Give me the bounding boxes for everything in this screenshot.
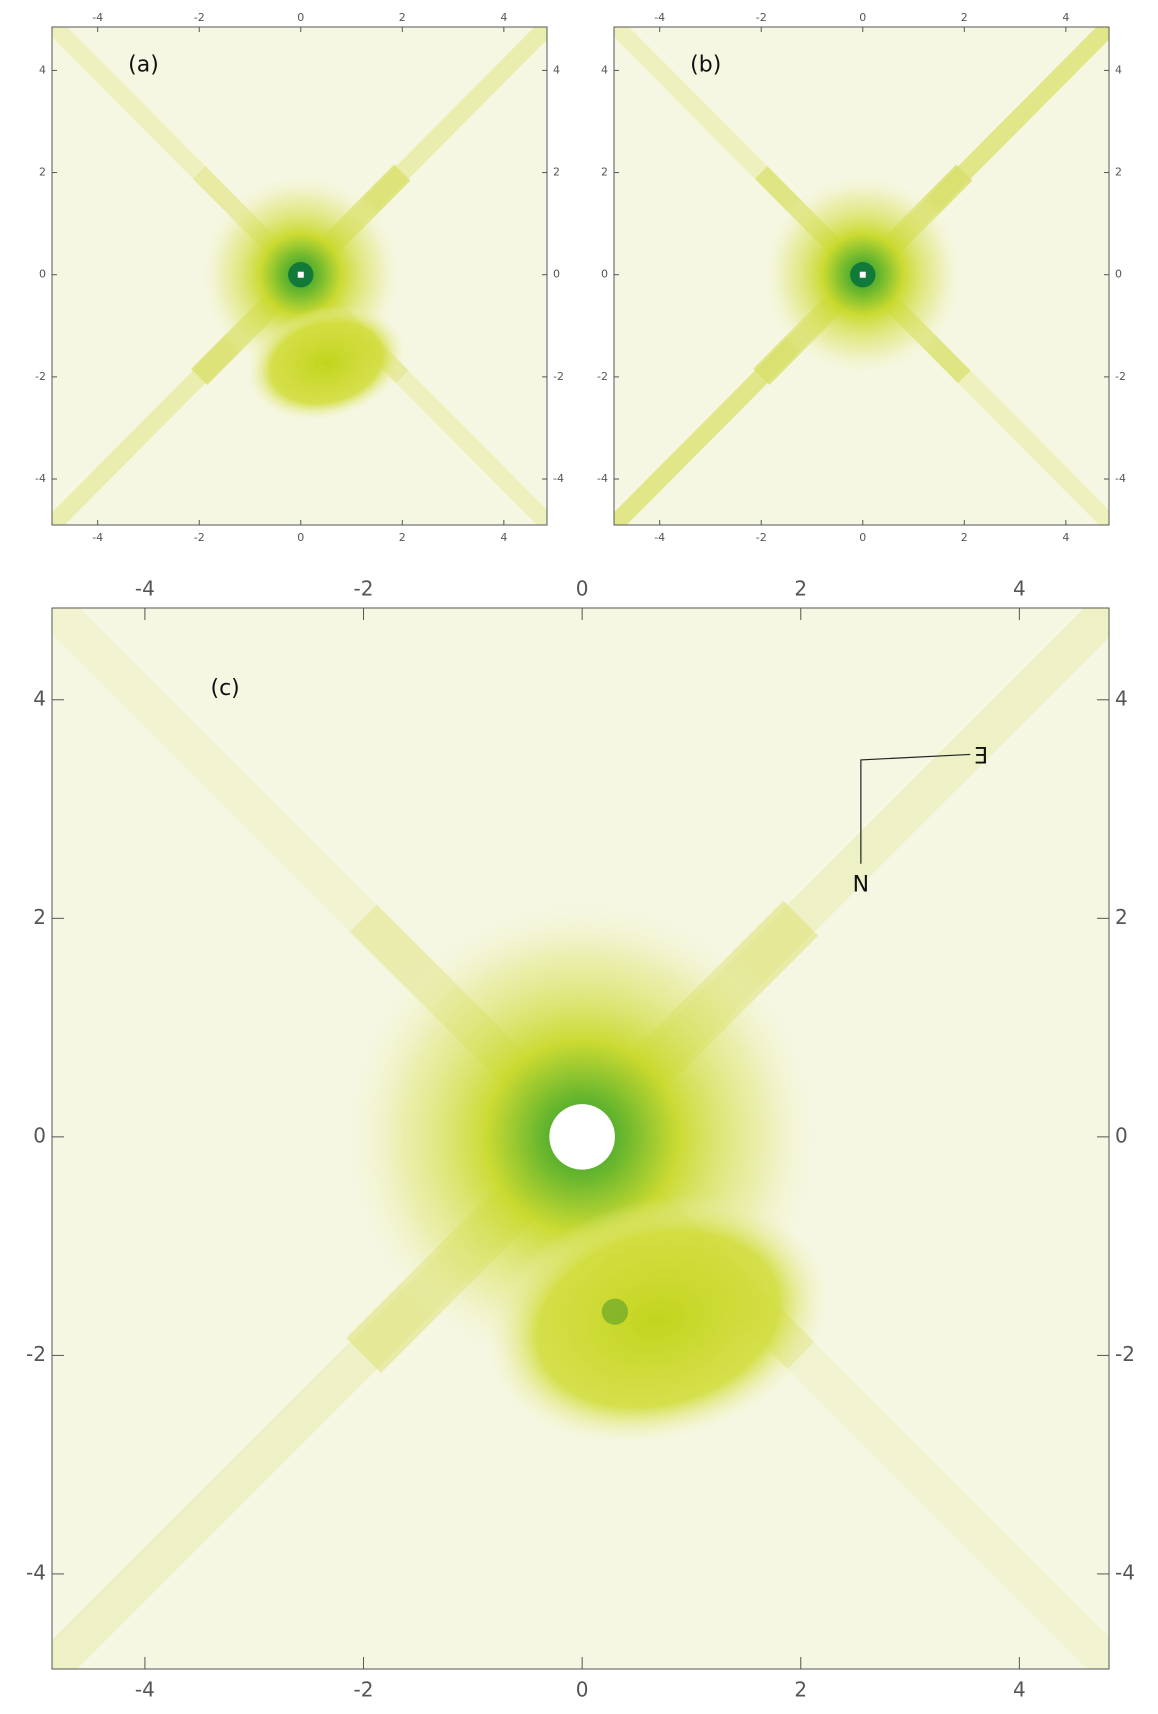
core-pixel bbox=[298, 272, 304, 278]
x-tick-label: -4 bbox=[135, 577, 155, 601]
x-tick-label: 0 bbox=[859, 11, 866, 24]
y-tick-label: -2 bbox=[597, 370, 608, 383]
x-tick-label: 0 bbox=[576, 1678, 589, 1702]
y-tick-label: -2 bbox=[1115, 1342, 1135, 1366]
y-tick-label: -4 bbox=[597, 472, 608, 485]
x-tick-label: 2 bbox=[399, 11, 406, 24]
y-tick-label: 4 bbox=[601, 63, 608, 76]
y-tick-label: -2 bbox=[553, 370, 564, 383]
y-tick-label: 2 bbox=[601, 166, 608, 179]
x-tick-label: 4 bbox=[500, 531, 507, 544]
y-tick-label: 4 bbox=[553, 63, 560, 76]
y-tick-label: 4 bbox=[39, 63, 46, 76]
x-tick-label: -2 bbox=[354, 1678, 374, 1702]
y-tick-label: 4 bbox=[1115, 63, 1122, 76]
y-tick-label: 4 bbox=[33, 686, 46, 710]
x-tick-label: 0 bbox=[297, 531, 304, 544]
x-tick-label: 0 bbox=[297, 11, 304, 24]
y-tick-label: -2 bbox=[35, 370, 46, 383]
panel-label: (b) bbox=[690, 52, 721, 77]
x-tick-label: 4 bbox=[1013, 577, 1026, 601]
y-tick-label: 2 bbox=[1115, 166, 1122, 179]
y-tick-label: -4 bbox=[553, 472, 564, 485]
x-tick-label: -4 bbox=[654, 531, 665, 544]
x-tick-label: 4 bbox=[1013, 1678, 1026, 1702]
y-tick-label: -4 bbox=[26, 1560, 46, 1584]
y-tick-label: 0 bbox=[601, 268, 608, 281]
figure: -4 -4 -2 -2 0 0 2 2 4 4 -4 -4 -2 -2 0 0 2 2 4 4 (a) -4 -4 -2 -2 0… bbox=[0, 0, 1158, 1714]
x-tick-label: -2 bbox=[194, 11, 205, 24]
x-tick-label: -2 bbox=[354, 577, 374, 601]
x-tick-label: -4 bbox=[135, 1678, 155, 1702]
y-tick-label: 2 bbox=[33, 905, 46, 929]
compass-east: E bbox=[974, 745, 988, 770]
x-tick-label: 0 bbox=[576, 577, 589, 601]
y-tick-label: 2 bbox=[553, 166, 560, 179]
x-tick-label: 4 bbox=[500, 11, 507, 24]
x-tick-label: -4 bbox=[92, 531, 103, 544]
y-tick-label: -4 bbox=[1115, 1560, 1135, 1584]
x-tick-label: 2 bbox=[794, 1678, 807, 1702]
image bbox=[609, 19, 1117, 530]
y-tick-label: 4 bbox=[1115, 686, 1128, 710]
y-tick-label: -4 bbox=[35, 472, 46, 485]
x-tick-label: 4 bbox=[1062, 11, 1069, 24]
panel-label: (c) bbox=[210, 676, 239, 701]
x-tick-label: -4 bbox=[654, 11, 665, 24]
y-tick-label: -2 bbox=[1115, 370, 1126, 383]
y-tick-label: 2 bbox=[1115, 905, 1128, 929]
panel-label: (a) bbox=[128, 52, 159, 77]
hole bbox=[549, 1104, 615, 1170]
x-tick-label: -2 bbox=[756, 531, 767, 544]
y-tick-label: 0 bbox=[1115, 268, 1122, 281]
x-tick-label: 2 bbox=[794, 577, 807, 601]
y-tick-label: 0 bbox=[33, 1123, 46, 1147]
x-tick-label: 4 bbox=[1062, 531, 1069, 544]
x-tick-label: -4 bbox=[92, 11, 103, 24]
x-tick-label: 0 bbox=[859, 531, 866, 544]
knot bbox=[602, 1299, 628, 1325]
y-tick-label: 0 bbox=[39, 268, 46, 281]
y-tick-label: -4 bbox=[1115, 472, 1126, 485]
x-tick-label: -2 bbox=[194, 531, 205, 544]
compass-north: N bbox=[853, 873, 869, 898]
image bbox=[47, 19, 555, 530]
y-tick-label: 0 bbox=[1115, 1123, 1128, 1147]
core-pixel bbox=[860, 272, 866, 278]
x-tick-label: 2 bbox=[961, 11, 968, 24]
x-tick-label: -2 bbox=[756, 11, 767, 24]
x-tick-label: 2 bbox=[961, 531, 968, 544]
y-tick-label: -2 bbox=[26, 1342, 46, 1366]
y-tick-label: 0 bbox=[553, 268, 560, 281]
y-tick-label: 2 bbox=[39, 166, 46, 179]
x-tick-label: 2 bbox=[399, 531, 406, 544]
